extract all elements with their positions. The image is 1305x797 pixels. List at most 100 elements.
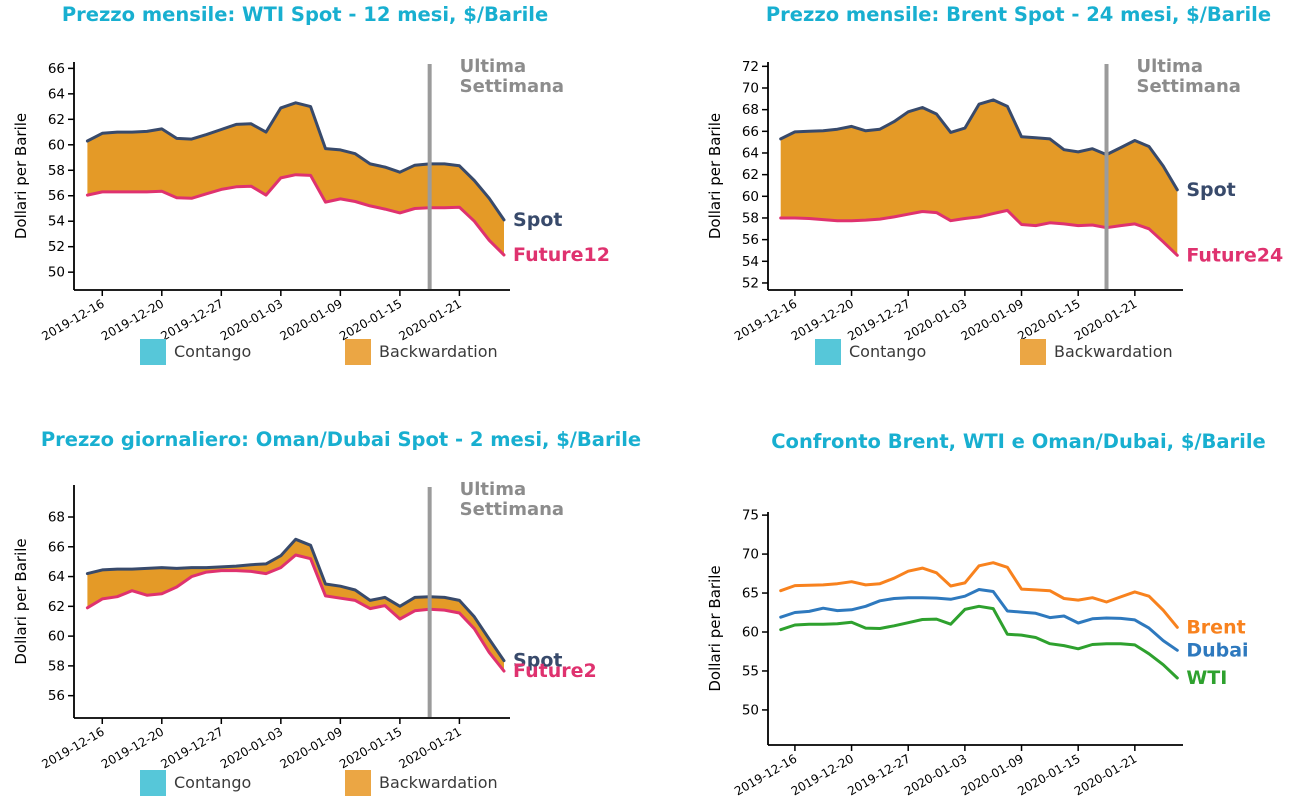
contango-label: Contango [174, 342, 252, 361]
future24-line [779, 208, 1179, 257]
x-tick-label: 2019-12-27 [158, 724, 225, 771]
y-tick-label: 64 [48, 569, 65, 585]
x-tick-label: 2020-01-03 [218, 296, 285, 343]
x-tick-label: 2019-12-16 [39, 296, 106, 343]
y-tick-label: 64 [48, 86, 65, 102]
brent-chart-legend: Contango Backwardation [652, 338, 1305, 368]
last-week-annotation: Ultima [460, 56, 526, 77]
y-tick-label: 55 [742, 663, 759, 679]
legend-item-backwardation: Backwardation [345, 769, 498, 796]
backwardation-swatch [1020, 338, 1046, 365]
x-tick-label: 2020-01-15 [1015, 751, 1082, 797]
y-axis-label: Dollari per Barile [706, 565, 724, 691]
brent-series-label: Brent [1186, 616, 1245, 638]
x-tick-label: 2020-01-09 [277, 296, 344, 343]
x-tick-label: 2020-01-15 [337, 296, 404, 343]
last-week-annotation: Settimana [1137, 76, 1241, 97]
x-tick-label: 2020-01-09 [277, 724, 344, 771]
dubai-line [779, 588, 1179, 652]
y-tick-label: 68 [742, 102, 759, 118]
y-tick-label: 64 [742, 145, 759, 161]
y-tick-label: 62 [48, 599, 65, 615]
x-tick-label: 2019-12-27 [845, 296, 912, 343]
y-tick-label: 75 [742, 508, 759, 524]
contango-swatch [140, 338, 166, 365]
y-tick-label: 50 [48, 265, 65, 281]
x-tick-label: 2020-01-15 [337, 724, 404, 771]
backwardation-area [780, 99, 1178, 256]
y-tick-label: 54 [48, 214, 65, 230]
y-tick-label: 58 [742, 210, 759, 226]
x-tick-label: 2020-01-03 [902, 296, 969, 343]
contango-swatch [140, 769, 166, 796]
wti-chart-title: Prezzo mensile: WTI Spot - 12 mesi, $/Ba… [61, 3, 549, 26]
wti-series-label: WTI [1186, 667, 1227, 689]
y-tick-label: 66 [48, 539, 65, 555]
x-tick-label: 2020-01-09 [959, 296, 1026, 343]
y-axis-label: Dollari per Barile [12, 113, 30, 239]
backwardation-swatch [345, 769, 371, 796]
y-tick-label: 72 [742, 59, 759, 75]
spot-line [779, 98, 1179, 192]
y-axis-label: Dollari per Barile [12, 538, 30, 664]
future24-series-label: Future24 [1186, 244, 1283, 266]
brent-monthly-chart-panel: Prezzo mensile: Brent Spot - 24 mesi, $/… [652, 0, 1305, 400]
y-tick-label: 52 [742, 275, 759, 291]
y-tick-label: 66 [48, 61, 65, 77]
oman-dubai-chart-legend: Contango Backwardation [0, 769, 652, 797]
future2-series-label: Future2 [513, 660, 597, 682]
wti-chart-legend: Contango Backwardation [0, 338, 652, 368]
y-tick-label: 62 [742, 167, 759, 183]
x-tick-label: 2019-12-27 [158, 296, 225, 343]
future12-series-label: Future12 [513, 244, 610, 266]
future2-line [85, 553, 506, 673]
x-tick-label: 2019-12-16 [39, 724, 106, 771]
spot-series-label: Spot [1186, 179, 1235, 201]
legend-item-contango: Contango [140, 769, 251, 796]
x-tick-label: 2019-12-16 [732, 296, 799, 343]
y-tick-label: 50 [742, 702, 759, 718]
comparison-chart-panel: Confronto Brent, WTI e Oman/Dubai, $/Bar… [652, 400, 1305, 797]
y-tick-label: 60 [48, 137, 65, 153]
x-tick-label: 2020-01-21 [1072, 296, 1139, 343]
backwardation-swatch [345, 338, 371, 365]
x-tick-label: 2020-01-15 [1015, 296, 1082, 343]
y-tick-label: 58 [48, 163, 65, 179]
y-tick-label: 65 [742, 586, 759, 602]
legend-item-contango: Contango [140, 338, 251, 365]
oman-dubai-daily-chart-panel: Prezzo giornaliero: Oman/Dubai Spot - 2 … [0, 400, 652, 797]
x-tick-label: 2019-12-20 [99, 296, 166, 343]
x-tick-label: 2020-01-21 [1072, 751, 1139, 797]
y-tick-label: 56 [742, 232, 759, 248]
backwardation-label: Backwardation [1054, 342, 1173, 361]
contango-label: Contango [174, 773, 252, 792]
y-tick-label: 66 [742, 124, 759, 140]
backwardation-area [87, 102, 505, 255]
y-tick-label: 62 [48, 112, 65, 128]
x-tick-label: 2020-01-03 [218, 724, 285, 771]
comparison-chart-plot: 50 55 60 65 70 75 2019-12-162019-12-202019-12-… [706, 508, 1249, 797]
legend-item-backwardation: Backwardation [345, 338, 498, 365]
y-tick-label: 70 [742, 547, 759, 563]
y-tick-label: 56 [48, 188, 65, 204]
x-tick-label: 2020-01-03 [902, 751, 969, 797]
future12-line [85, 173, 506, 257]
y-tick-label: 52 [48, 239, 65, 255]
last-week-annotation: Ultima [460, 479, 526, 500]
y-tick-label: 54 [742, 254, 759, 270]
comparison-chart-title: Confronto Brent, WTI e Oman/Dubai, $/Bar… [771, 430, 1266, 453]
x-tick-label: 2019-12-20 [789, 296, 856, 343]
y-tick-label: 56 [48, 688, 65, 704]
x-tick-label: 2020-01-21 [396, 724, 463, 771]
spot-series-label: Spot [513, 650, 562, 672]
y-tick-label: 58 [48, 658, 65, 674]
x-tick-label: 2020-01-21 [396, 296, 463, 343]
x-tick-label: 2019-12-16 [732, 751, 799, 797]
y-axis-label: Dollari per Barile [706, 113, 724, 239]
legend-item-contango: Contango [815, 338, 926, 365]
contango-swatch [815, 338, 841, 365]
backwardation-label: Backwardation [379, 342, 498, 361]
x-tick-label: 2019-12-20 [99, 724, 166, 771]
